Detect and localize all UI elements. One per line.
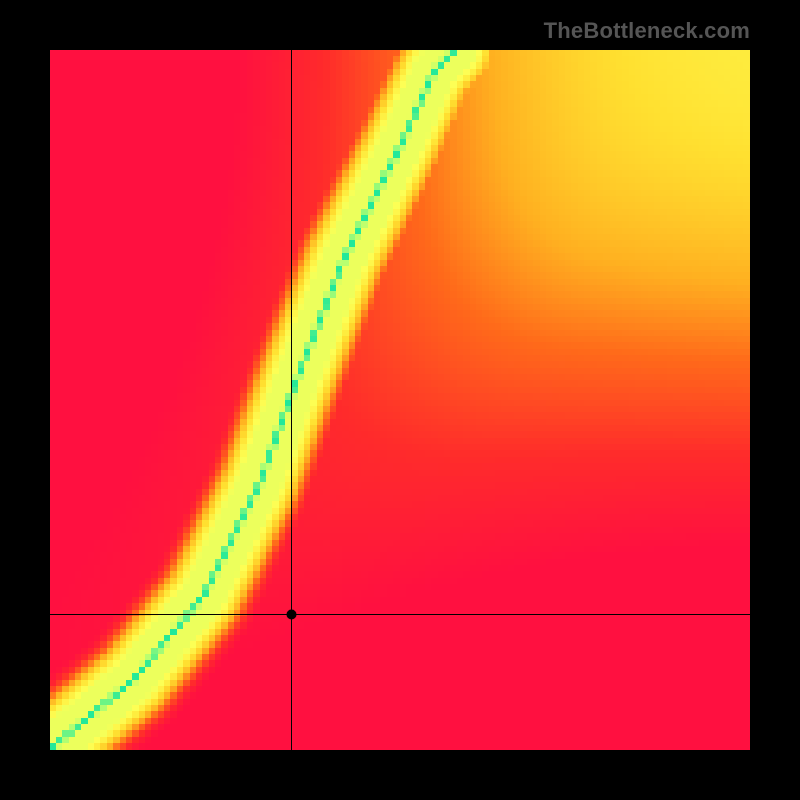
attribution-text: TheBottleneck.com xyxy=(544,18,750,44)
heatmap-frame xyxy=(50,50,750,750)
heatmap-canvas xyxy=(50,50,750,750)
